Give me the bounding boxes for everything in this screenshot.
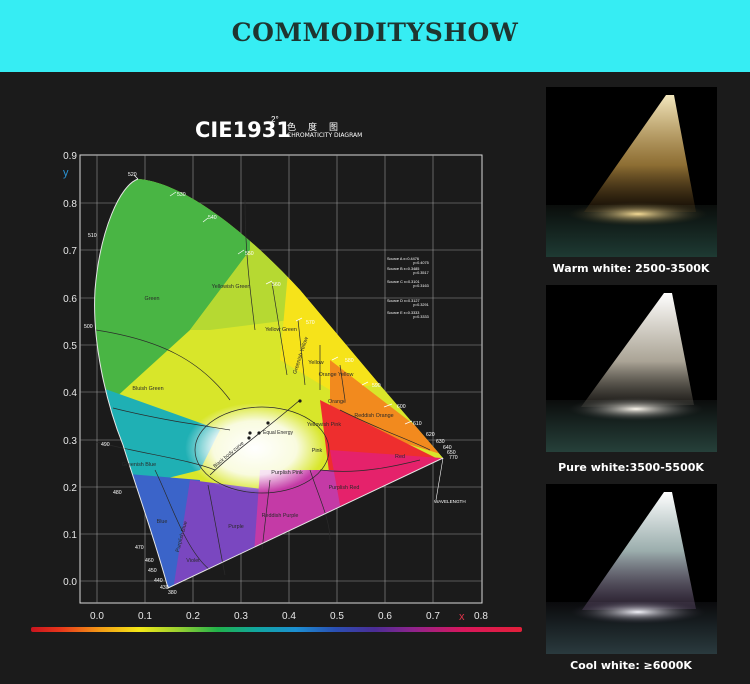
svg-text:0.2: 0.2 — [63, 483, 77, 494]
svg-text:0.4: 0.4 — [63, 388, 77, 399]
wl-580: 580 — [345, 358, 354, 364]
region-purplish-red: Purplish Red — [329, 485, 360, 491]
wl-520: 520 — [128, 172, 137, 178]
wl-550: 550 — [245, 251, 254, 257]
svg-text:y=0.3163: y=0.3163 — [413, 284, 429, 288]
region-pink: Pink — [312, 448, 323, 454]
cool-white-image — [546, 484, 717, 654]
source-points — [247, 399, 302, 440]
wavelength-label: WAVELENGTH — [434, 499, 466, 504]
wl-630: 630 — [436, 439, 445, 445]
svg-text:y=0.3333: y=0.3333 — [413, 315, 429, 319]
svg-text:Source A x=0.4476: Source A x=0.4476 — [387, 257, 419, 261]
wl-510: 510 — [88, 233, 97, 239]
wl-470: 470 — [135, 545, 144, 551]
wl-770: 770 — [449, 455, 458, 461]
region-orange-yellow: Orange Yellow — [319, 372, 354, 378]
region-red: Red — [395, 454, 405, 460]
warm-white-image — [546, 87, 717, 257]
wl-640: 640 — [443, 445, 452, 451]
svg-text:y=0.3291: y=0.3291 — [413, 303, 429, 307]
svg-text:0.1: 0.1 — [138, 611, 152, 622]
banner-title: COMMODITYSHOW — [231, 18, 519, 47]
diagram-title-superscript: 2° — [271, 115, 279, 124]
wavelength-ticks — [133, 174, 413, 425]
equal-energy-label: Equal Energy — [263, 430, 294, 436]
wl-450: 450 — [148, 568, 157, 574]
wl-570: 570 — [306, 320, 315, 326]
x-axis-label: x — [459, 611, 465, 623]
svg-text:0.2: 0.2 — [186, 611, 200, 622]
wl-620: 620 — [426, 432, 435, 438]
region-purple: Purple — [228, 524, 244, 530]
region-purplish-pink: Purplish Pink — [271, 470, 303, 476]
svg-text:0.8: 0.8 — [474, 611, 488, 622]
region-yellow: Yellow — [308, 360, 323, 366]
wl-430: 430 — [160, 585, 169, 591]
region-yellowish-pink: Yellowish Pink — [307, 422, 342, 428]
wl-500: 500 — [84, 324, 93, 330]
region-reddish-orange: Reddish Orange — [354, 413, 393, 419]
cool-white-caption: Cool white: ≥6000K — [570, 659, 692, 672]
svg-text:0.6: 0.6 — [63, 294, 77, 305]
wl-380: 380 — [168, 590, 177, 596]
y-axis-label: y — [63, 167, 69, 179]
svg-text:0.7: 0.7 — [63, 246, 77, 257]
svg-text:y=0.3517: y=0.3517 — [413, 271, 429, 275]
svg-text:0.0: 0.0 — [63, 577, 77, 588]
pure-white-caption: Pure white:3500-5500K — [558, 461, 704, 474]
region-boundaries — [95, 199, 431, 576]
wl-490: 490 — [101, 442, 110, 448]
y-tick-labels: 0.9 0.8 0.7 0.6 0.5 0.4 0.3 0.2 0.1 0.0 — [63, 151, 77, 588]
diagram-title: CIE1931 2° 色度图 CHROMATICITY DIAGRAM — [195, 115, 395, 146]
spectrum-bar — [31, 627, 522, 632]
svg-text:0.0: 0.0 — [90, 611, 104, 622]
diagram-title-english: CHROMATICITY DIAGRAM — [287, 132, 363, 139]
region-bluish-green: Bluish Green — [132, 386, 163, 392]
region-violet: Violet — [186, 558, 200, 564]
source-legend: Source A x=0.4476 y=0.4075 Source B x=0.… — [387, 257, 429, 319]
svg-text:0.6: 0.6 — [378, 611, 392, 622]
svg-text:0.5: 0.5 — [330, 611, 344, 622]
svg-text:Source C x=0.3101: Source C x=0.3101 — [387, 280, 420, 284]
svg-text:y=0.4075: y=0.4075 — [413, 261, 429, 265]
wl-540: 540 — [208, 215, 217, 221]
x-tick-labels: 0.0 0.1 0.2 0.3 0.4 0.5 0.6 0.7 0.8 — [90, 611, 488, 622]
region-green: Green — [145, 296, 160, 302]
wl-610: 610 — [413, 421, 422, 427]
svg-text:0.3: 0.3 — [234, 611, 248, 622]
svg-text:0.9: 0.9 — [63, 151, 77, 162]
region-yellowish-green: Yellowish Green — [212, 284, 251, 290]
svg-text:0.4: 0.4 — [282, 611, 296, 622]
wavelength-labels: 520 530 540 550 560 570 580 590 600 610 … — [84, 172, 458, 596]
svg-text:0.8: 0.8 — [63, 199, 77, 210]
cie-chromaticity-diagram: 520 530 540 550 560 570 580 590 600 610 … — [63, 151, 488, 623]
svg-text:Source E x=0.3333: Source E x=0.3333 — [387, 311, 419, 315]
region-greenish-blue: Greenish Blue — [122, 462, 156, 468]
region-yellow-green: Yellow Green — [265, 327, 297, 333]
diagram-title-chinese: 色度图 — [287, 123, 351, 133]
wl-650: 650 — [447, 450, 456, 456]
wl-530: 530 — [177, 192, 186, 198]
warm-white-caption: Warm white: 2500-3500K — [552, 262, 710, 275]
header-banner: COMMODITYSHOW — [0, 0, 750, 72]
wl-600: 600 — [397, 404, 406, 410]
wl-460: 460 — [145, 558, 154, 564]
diagram-title-main: CIE1931 — [195, 118, 292, 142]
region-blue: Blue — [157, 519, 168, 525]
svg-text:0.7: 0.7 — [426, 611, 440, 622]
svg-text:0.3: 0.3 — [63, 436, 77, 447]
pure-white-image — [546, 285, 717, 452]
svg-text:Source D x=0.3127: Source D x=0.3127 — [387, 299, 420, 303]
svg-text:0.5: 0.5 — [63, 341, 77, 352]
wl-440: 440 — [154, 578, 163, 584]
region-reddish-purple: Reddish Purple — [262, 513, 299, 519]
wl-590: 590 — [372, 383, 381, 389]
wl-560: 560 — [272, 282, 281, 288]
region-orange: Orange — [328, 399, 346, 405]
svg-text:0.1: 0.1 — [63, 530, 77, 541]
wl-480: 480 — [113, 490, 122, 496]
svg-text:Source B x=0.3485: Source B x=0.3485 — [387, 267, 419, 271]
